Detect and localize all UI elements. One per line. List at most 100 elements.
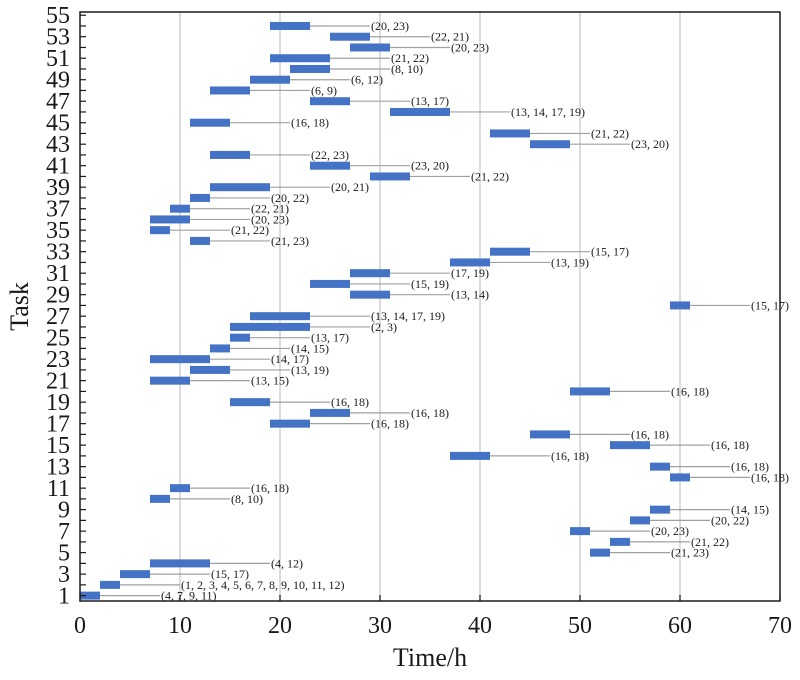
plot-frame — [79, 11, 781, 602]
y-tick-label: 49 — [46, 68, 70, 94]
y-tick-label: 31 — [46, 261, 70, 287]
task-bar — [100, 580, 120, 589]
task-29: (13, 14) — [350, 288, 489, 302]
y-tick-label: 1 — [58, 584, 70, 610]
task-label: (20, 23) — [251, 212, 289, 226]
x-axis-title: Time/h — [393, 643, 467, 672]
task-bar — [190, 193, 210, 202]
task-bar — [350, 43, 390, 52]
task-bar — [250, 75, 290, 84]
task-bar — [310, 97, 350, 106]
task-52: (20, 23) — [350, 40, 489, 54]
task-bar — [570, 527, 590, 536]
task-bar — [150, 215, 190, 224]
y-tick-label: 35 — [46, 218, 70, 244]
task-label: (4, 12) — [271, 556, 303, 570]
task-bar — [570, 387, 610, 396]
task-bar — [490, 247, 530, 256]
task-28: (15, 17) — [670, 298, 789, 312]
task-label: (16, 18) — [331, 395, 369, 409]
y-tick-label: 45 — [46, 111, 70, 137]
task-label: (8, 10) — [231, 492, 263, 506]
task-46: (13, 14, 17, 19) — [390, 105, 585, 119]
task-bar — [210, 344, 230, 353]
task-35: (21, 22) — [150, 223, 269, 237]
task-bar — [190, 118, 230, 127]
task-bar — [630, 516, 650, 525]
task-label: (22, 23) — [311, 148, 349, 162]
task-label: (15, 19) — [411, 277, 449, 291]
x-tick-label: 30 — [368, 613, 392, 639]
task-24: (14, 15) — [210, 341, 329, 355]
task-bar — [390, 107, 450, 116]
task-50: (8, 10) — [290, 62, 423, 76]
task-label: (15, 17) — [591, 245, 629, 259]
task-bar — [530, 140, 570, 149]
x-tick-label: 0 — [74, 613, 86, 639]
y-tick-label: 39 — [46, 175, 70, 201]
task-label: (13, 19) — [291, 363, 329, 377]
task-label: (6, 9) — [311, 83, 337, 97]
task-40: (21, 22) — [370, 169, 509, 183]
y-tick-label: 41 — [46, 154, 70, 180]
task-bar — [210, 183, 270, 192]
task-11: (16, 18) — [170, 481, 289, 495]
task-label: (20, 23) — [451, 40, 489, 54]
task-label: (21, 22) — [591, 126, 629, 140]
task-bar — [350, 290, 390, 299]
task-38: (20, 22) — [190, 191, 309, 205]
task-label: (21, 22) — [391, 51, 429, 65]
task-label: (16, 18) — [251, 481, 289, 495]
task-bar — [310, 161, 350, 170]
task-label: (14, 15) — [731, 503, 769, 517]
task-34: (21, 23) — [190, 234, 309, 248]
task-32: (13, 19) — [450, 255, 589, 269]
task-label: (14, 15) — [291, 341, 329, 355]
y-tick-label: 19 — [46, 390, 70, 416]
task-label: (16, 18) — [731, 460, 769, 474]
x-tick-label: 40 — [468, 613, 492, 639]
y-tick-label: 9 — [58, 498, 70, 524]
y-tick-label: 53 — [46, 25, 70, 51]
task-26: (2, 3) — [230, 320, 397, 334]
task-label: (13, 15) — [251, 374, 289, 388]
task-39: (20, 21) — [210, 180, 369, 194]
y-tick-label: 23 — [46, 347, 70, 373]
task-45: (16, 18) — [190, 116, 329, 130]
task-label: (16, 18) — [291, 116, 329, 130]
task-label: (13, 14, 17, 19) — [511, 105, 585, 119]
task-label: (15, 17) — [211, 567, 249, 581]
task-label: (1, 2, 3, 4, 5, 6, 7, 8, 9, 10, 11, 12) — [181, 578, 345, 592]
task-bar — [450, 258, 490, 267]
task-bar — [230, 322, 310, 331]
task-label: (21, 23) — [271, 234, 309, 248]
task-51: (21, 22) — [270, 51, 429, 65]
task-label: (13, 14, 17, 19) — [371, 309, 445, 323]
task-25: (13, 17) — [230, 331, 349, 345]
task-bar — [230, 333, 250, 342]
y-tick-label: 15 — [46, 433, 70, 459]
task-bar — [530, 430, 570, 439]
task-31: (17, 19) — [350, 266, 489, 280]
task-label: (13, 17) — [411, 94, 449, 108]
task-3: (15, 17) — [120, 567, 249, 581]
y-axis-ticks: 1357911131517192123252729313335373941434… — [46, 3, 86, 610]
task-7: (20, 23) — [570, 524, 689, 538]
task-bar — [330, 32, 370, 41]
task-label: (23, 20) — [411, 159, 449, 173]
y-tick-label: 11 — [47, 476, 70, 502]
task-13: (16, 18) — [650, 460, 769, 474]
task-bar — [670, 301, 690, 310]
task-bar — [310, 408, 350, 417]
task-bar — [170, 204, 190, 213]
task-label: (16, 18) — [631, 427, 669, 441]
y-tick-label: 13 — [46, 455, 70, 481]
task-bar — [290, 64, 330, 73]
task-bar — [190, 236, 210, 245]
y-tick-label: 47 — [46, 89, 70, 115]
task-43: (23, 20) — [530, 137, 669, 151]
task-label: (17, 19) — [451, 266, 489, 280]
task-bar — [450, 451, 490, 460]
task-label: (2, 3) — [371, 320, 397, 334]
task-19: (16, 18) — [230, 395, 369, 409]
